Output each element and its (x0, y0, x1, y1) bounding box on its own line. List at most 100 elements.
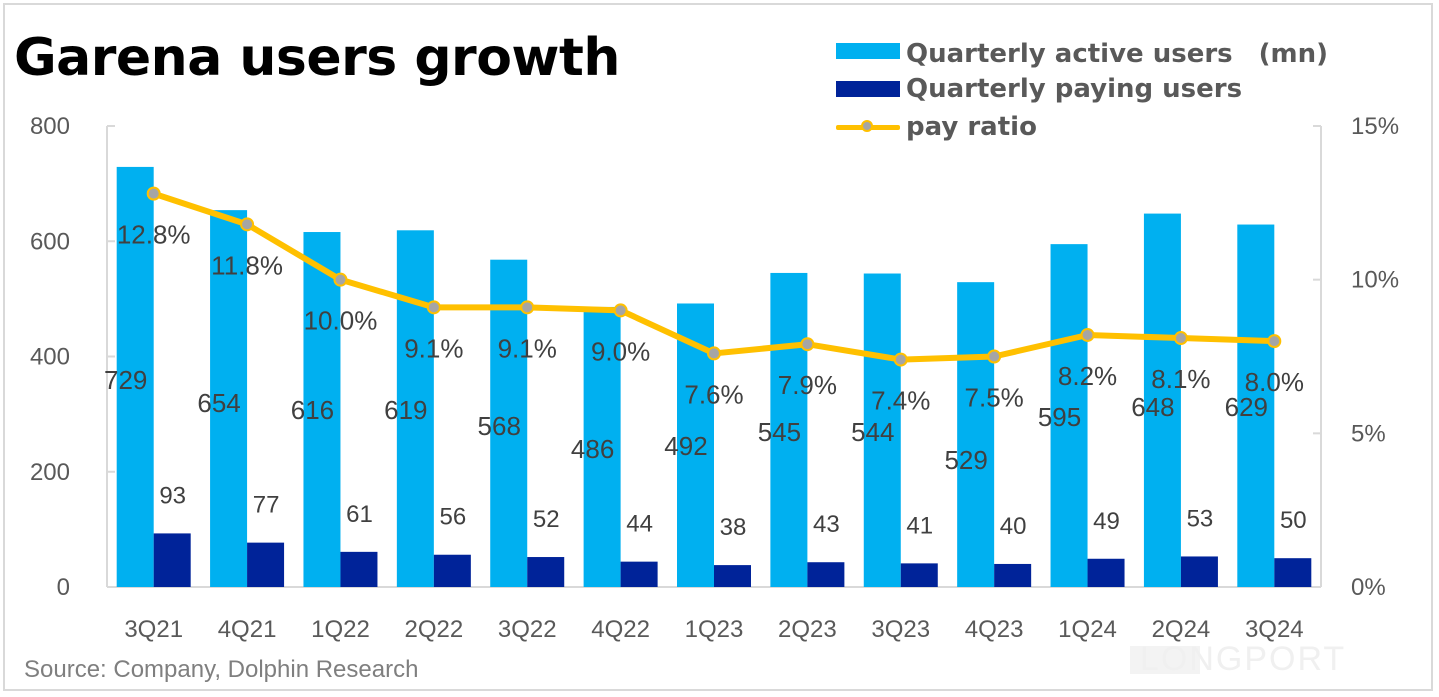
bar-paying-users (433, 554, 471, 587)
x-tick-label: 1Q23 (685, 616, 744, 643)
data-label-pay-ratio: 9.1% (498, 333, 557, 363)
bar-paying-users (340, 551, 378, 587)
right-tick-label: 15% (1351, 113, 1399, 140)
bar-active-users (1237, 224, 1275, 587)
legend-item-active-users: Quarterly active users (mn) (836, 32, 1328, 70)
data-label-pay-ratio: 8.0% (1245, 367, 1304, 397)
x-tick-label: 3Q24 (1245, 616, 1304, 643)
bar-paying-users (1180, 556, 1218, 587)
legend-line-marker-icon (836, 119, 900, 135)
pay-ratio-marker (520, 300, 535, 315)
pay-ratio-marker (1080, 327, 1095, 342)
legend-item-pay-ratio: pay ratio (836, 108, 1328, 146)
legend-swatch-paying-users (836, 81, 900, 97)
data-label-paying-users: 44 (626, 511, 653, 538)
bar-active-users (1143, 213, 1181, 587)
left-tick-label: 800 (30, 113, 70, 140)
pay-ratio-marker (240, 217, 255, 232)
data-label-paying-users: 77 (253, 492, 280, 519)
left-tick-label: 0 (57, 574, 70, 601)
bar-active-users (396, 230, 434, 587)
x-tick-label: 3Q22 (498, 616, 557, 643)
bar-paying-users (1087, 558, 1125, 587)
data-label-pay-ratio: 12.8% (117, 220, 191, 250)
source-note: Source: Company, Dolphin Research (24, 656, 419, 683)
x-tick-label: 3Q21 (124, 616, 183, 643)
data-label-paying-users: 50 (1280, 507, 1307, 534)
data-label-paying-users: 53 (1187, 505, 1214, 532)
data-label-active-users: 568 (478, 411, 521, 441)
pay-ratio-marker (613, 303, 628, 318)
bar-active-users (863, 273, 901, 587)
data-labels: 729 93 12.8% 654 77 11.8% 616 61 10.0% 619 56 9.1% 5… (104, 220, 1307, 541)
data-label-pay-ratio: 7.6% (684, 379, 743, 409)
data-label-active-users: 654 (197, 388, 240, 418)
right-tick-label: 0% (1351, 574, 1386, 601)
pay-ratio-marker (707, 346, 721, 361)
data-label-active-users: 529 (944, 445, 987, 475)
bar-active-users (116, 166, 154, 587)
pay-ratio-marker (893, 352, 908, 367)
bar-active-users (490, 259, 528, 587)
right-tick-label: 5% (1351, 420, 1386, 447)
x-tick-label: 2Q24 (1152, 616, 1211, 643)
pay-ratio-marker (800, 337, 815, 352)
data-label-paying-users: 41 (906, 512, 933, 539)
bar-active-users (303, 232, 341, 587)
data-label-paying-users: 61 (346, 501, 373, 528)
bar-active-users (583, 306, 621, 587)
data-label-paying-users: 56 (439, 504, 466, 531)
pay-ratio-marker (426, 300, 441, 315)
data-label-active-users: 616 (291, 395, 334, 425)
data-label-paying-users: 52 (533, 506, 560, 533)
legend-label-pay-ratio: pay ratio (906, 112, 1037, 142)
data-label-active-users: 544 (851, 417, 894, 447)
legend-item-paying-users: Quarterly paying users (836, 70, 1328, 108)
bar-paying-users (153, 533, 191, 587)
x-tick-label: 2Q23 (778, 616, 837, 643)
x-tick-label: 2Q22 (404, 616, 463, 643)
pay-ratio-marker (333, 272, 348, 287)
bar-paying-users (620, 561, 658, 587)
data-label-active-users: 648 (1131, 392, 1174, 422)
bar-paying-users (1274, 558, 1312, 587)
legend-label-active-users: Quarterly active users (mn) (906, 38, 1328, 69)
data-label-pay-ratio: 10.0% (304, 306, 378, 336)
chart-title: Garena users growth (14, 28, 620, 88)
data-label-paying-users: 40 (1000, 513, 1027, 540)
x-tick-label: 4Q23 (965, 616, 1024, 643)
data-label-paying-users: 93 (159, 482, 186, 509)
legend-swatch-active-users (836, 43, 900, 59)
legend: Quarterly active users (mn) Quarterly pa… (836, 32, 1328, 146)
data-label-pay-ratio: 7.9% (778, 370, 837, 400)
data-label-active-users: 492 (664, 431, 707, 461)
pay-ratio-marker (987, 349, 1002, 364)
x-tick-label: 4Q22 (591, 616, 650, 643)
left-tick-label: 400 (30, 344, 70, 371)
pay-ratio-marker (1267, 334, 1282, 349)
data-label-pay-ratio: 7.4% (871, 386, 930, 416)
data-label-pay-ratio: 8.2% (1058, 361, 1117, 391)
data-label-active-users: 729 (104, 365, 147, 395)
pay-ratio-line (146, 186, 1282, 367)
bar-active-users (210, 210, 248, 587)
left-tick-label: 600 (30, 228, 70, 255)
bars (116, 166, 1312, 587)
pay-ratio-marker (146, 186, 161, 201)
bar-paying-users (807, 562, 845, 587)
bar-paying-users (714, 565, 751, 587)
x-tick-label: 3Q23 (871, 616, 930, 643)
data-label-active-users: 619 (384, 395, 427, 425)
bar-active-users (1050, 244, 1088, 587)
data-label-paying-users: 43 (813, 511, 840, 538)
left-tick-label: 200 (30, 459, 70, 486)
x-tick-label: 1Q24 (1058, 616, 1117, 643)
data-label-active-users: 629 (1225, 392, 1268, 422)
axes: 0 200 400 600 800 0% 5% 10% 15% 3Q21 4Q21 1Q22 2Q22 3… (30, 113, 1399, 643)
bar-paying-users (247, 542, 285, 587)
data-label-pay-ratio: 7.5% (965, 383, 1024, 413)
bar-paying-users (994, 563, 1032, 587)
data-label-active-users: 545 (758, 417, 801, 447)
x-tick-label: 1Q22 (311, 616, 370, 643)
